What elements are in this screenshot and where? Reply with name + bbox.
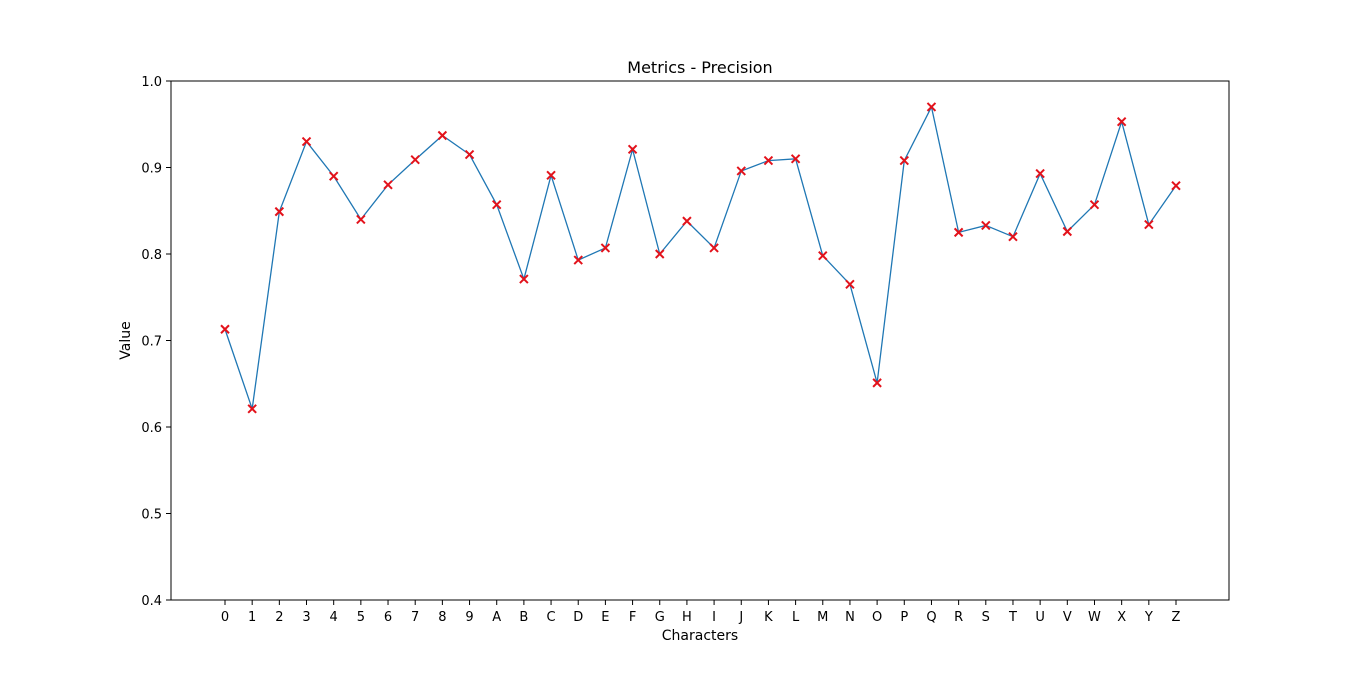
data-point-marker: [926, 102, 937, 112]
data-point-marker: [763, 155, 774, 166]
x-tick-label: M: [817, 610, 828, 625]
data-point-marker: [1062, 226, 1073, 237]
y-tick-label: 0.7: [141, 335, 162, 350]
x-tick-label: V: [1063, 610, 1072, 625]
x-tick-label: G: [655, 610, 665, 625]
x-tick-label: I: [712, 610, 716, 625]
y-tick-label: 0.8: [141, 248, 162, 263]
x-tick-label: N: [845, 610, 855, 625]
data-point-marker: [872, 378, 882, 388]
data-point-marker: [709, 243, 719, 253]
x-tick-label: 3: [302, 610, 310, 625]
data-point-marker: [627, 144, 638, 155]
data-point-marker: [981, 220, 991, 231]
data-point-marker: [274, 206, 285, 217]
x-tick-label: Z: [1172, 610, 1181, 625]
x-tick-label: X: [1117, 610, 1126, 625]
data-point-marker: [573, 255, 583, 265]
x-tick-label: 2: [275, 610, 283, 625]
data-point-marker: [328, 171, 339, 181]
data-point-marker: [1089, 199, 1100, 210]
x-axis-label: Characters: [662, 628, 738, 644]
data-point-marker: [1144, 219, 1154, 230]
x-tick-label: 7: [411, 610, 419, 625]
data-point-marker: [1171, 180, 1181, 191]
x-tick-label: B: [519, 610, 528, 625]
x-tick-label: K: [764, 610, 773, 625]
data-point-marker: [655, 249, 665, 259]
data-point-marker: [1116, 116, 1127, 127]
chart-title: Metrics - Precision: [627, 58, 772, 77]
x-tick-label: 8: [438, 610, 446, 625]
x-tick-label: C: [547, 610, 556, 625]
y-axis: 0.4 0.5 0.6 0.7 0.8 0.9 1.0: [141, 75, 171, 609]
data-point-marker: [736, 166, 746, 176]
data-point-marker: [899, 155, 909, 166]
data-point-marker: [437, 130, 448, 141]
data-point-marker: [356, 214, 366, 225]
x-tick-label: Q: [926, 610, 936, 625]
x-tick-label: Y: [1144, 610, 1153, 625]
x-tick-label: O: [872, 610, 882, 625]
y-tick-label: 0.9: [141, 162, 162, 177]
x-tick-label: J: [738, 610, 743, 625]
x-tick-label: 5: [357, 610, 365, 625]
x-tick-label: F: [629, 610, 636, 625]
x-tick-label: 6: [384, 610, 392, 625]
data-point-marker: [410, 155, 420, 165]
data-point-marker: [818, 251, 828, 261]
x-tick-label: U: [1035, 610, 1045, 625]
x-tick-label: S: [982, 610, 990, 625]
data-point-marker: [383, 180, 393, 190]
y-tick-label: 0.6: [141, 421, 162, 436]
data-point-marker: [953, 227, 964, 238]
y-tick-label: 0.5: [141, 508, 162, 523]
x-tick-label: 4: [330, 610, 338, 625]
x-tick-label: H: [682, 610, 692, 625]
x-tick-label: 0: [221, 610, 229, 625]
x-tick-label: 9: [465, 610, 473, 625]
data-point-marker: [1008, 231, 1018, 242]
x-tick-label: A: [492, 610, 501, 625]
x-tick-label: L: [792, 610, 800, 625]
data-point-marker: [247, 404, 257, 414]
data-point-marker: [682, 216, 692, 226]
y-axis-label: Value: [118, 321, 134, 359]
x-tick-label: 1: [248, 610, 256, 625]
data-point-marker: [492, 199, 502, 210]
x-axis: 0 1 2 3 4 5 6 7 8 9 A B C D E F G H I J K L M N O P Q R S T U V W X Y Z: [221, 600, 1181, 625]
data-point-marker: [519, 274, 529, 284]
x-tick-label: D: [573, 610, 583, 625]
data-point-marker: [790, 154, 801, 164]
y-tick-label: 1.0: [141, 75, 162, 90]
x-tick-label: T: [1008, 610, 1017, 625]
data-point-marker: [301, 136, 312, 147]
data-point-marker: [464, 149, 475, 160]
data-point-marker: [600, 243, 611, 253]
y-tick-label: 0.4: [141, 594, 162, 609]
data-point-marker: [220, 324, 230, 334]
x-tick-label: P: [900, 610, 908, 625]
data-point-marker: [1035, 168, 1045, 179]
x-tick-label: E: [601, 610, 609, 625]
series-line: [224, 105, 1177, 410]
plot-area: [220, 102, 1181, 414]
x-tick-label: R: [954, 610, 963, 625]
data-point-marker: [546, 170, 556, 180]
plot-frame: [170, 80, 1230, 601]
data-point-marker: [845, 279, 855, 289]
x-tick-label: W: [1088, 610, 1101, 625]
